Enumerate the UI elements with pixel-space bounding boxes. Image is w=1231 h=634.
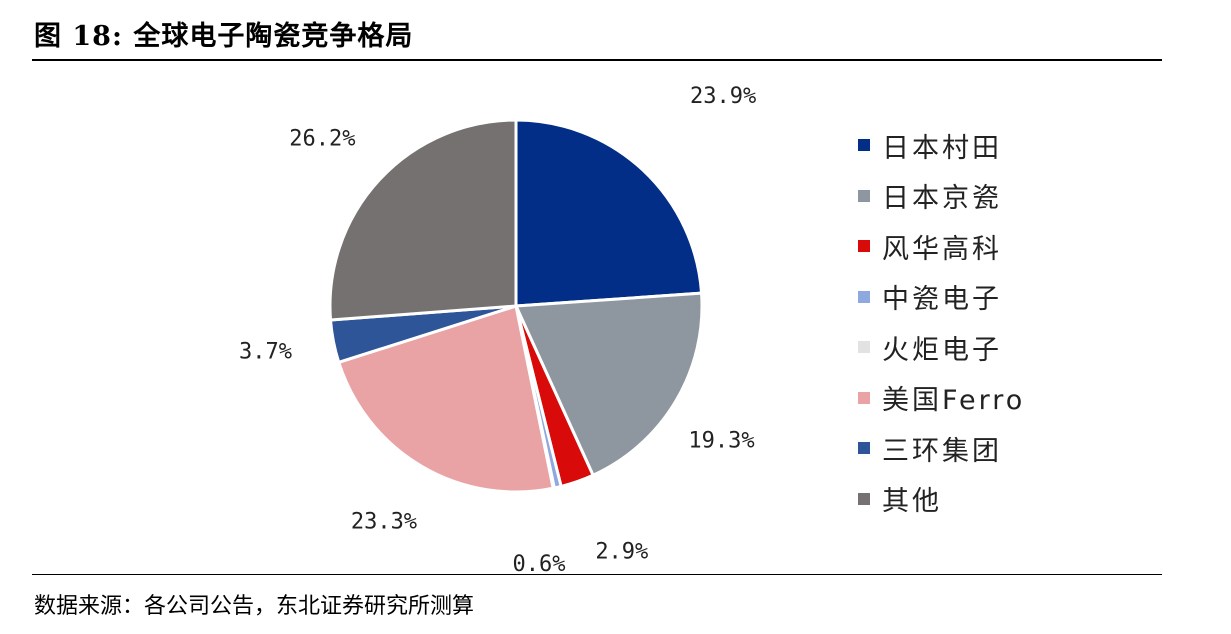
legend-label: 日本京瓷 bbox=[882, 183, 1002, 215]
legend-item: 日本京瓷 bbox=[858, 171, 1025, 222]
legend-item: 三环集团 bbox=[858, 423, 1025, 474]
legend-swatch bbox=[858, 240, 870, 253]
legend-item: 风华高科 bbox=[858, 221, 1025, 272]
legend-swatch bbox=[858, 341, 870, 354]
chart-legend: 日本村田日本京瓷风华高科中瓷电子火炬电子美国Ferro 三环集团其他 bbox=[858, 120, 1025, 524]
pie-slice bbox=[337, 304, 555, 494]
legend-label: 火炬电子 bbox=[882, 334, 1002, 366]
legend-item: 其他 bbox=[858, 474, 1025, 525]
legend-item: 火炬电子 bbox=[858, 322, 1025, 373]
legend-item: 美国Ferro bbox=[858, 373, 1025, 424]
legend-label: 风华高科 bbox=[882, 233, 1002, 265]
source-note: 数据来源：各公司公告，东北证券研究所测算 bbox=[34, 594, 475, 619]
legend-swatch bbox=[858, 442, 870, 455]
figure-title: 图 18: 全球电子陶瓷竞争格局 bbox=[34, 21, 414, 52]
legend-item: 中瓷电子 bbox=[858, 272, 1025, 323]
slice-data-label: 23.9% bbox=[690, 84, 756, 109]
pie-slice bbox=[514, 291, 704, 477]
bottom-rule bbox=[32, 574, 1162, 575]
slice-data-label: 3.7% bbox=[239, 340, 292, 365]
legend-swatch bbox=[858, 290, 870, 303]
legend-label: 其他 bbox=[882, 486, 942, 518]
legend-label: 三环集团 bbox=[882, 435, 1002, 467]
slice-data-label: 0.6% bbox=[512, 552, 565, 577]
legend-swatch bbox=[858, 189, 870, 202]
legend-item: 日本村田 bbox=[858, 120, 1025, 171]
slice-data-label: 2.9% bbox=[595, 539, 648, 564]
legend-swatch bbox=[858, 139, 870, 152]
legend-label: 日本村田 bbox=[882, 132, 1002, 164]
slice-data-label: 26.2% bbox=[289, 126, 355, 151]
legend-label: 中瓷电子 bbox=[882, 284, 1002, 316]
pie-slice bbox=[514, 118, 704, 308]
top-rule bbox=[32, 59, 1162, 61]
legend-label: 美国Ferro bbox=[882, 385, 1026, 417]
pie-slice bbox=[328, 118, 518, 322]
legend-swatch bbox=[858, 391, 870, 404]
slice-data-label: 23.3% bbox=[351, 509, 417, 534]
slice-data-label: 19.3% bbox=[688, 428, 754, 453]
legend-swatch bbox=[858, 492, 870, 505]
